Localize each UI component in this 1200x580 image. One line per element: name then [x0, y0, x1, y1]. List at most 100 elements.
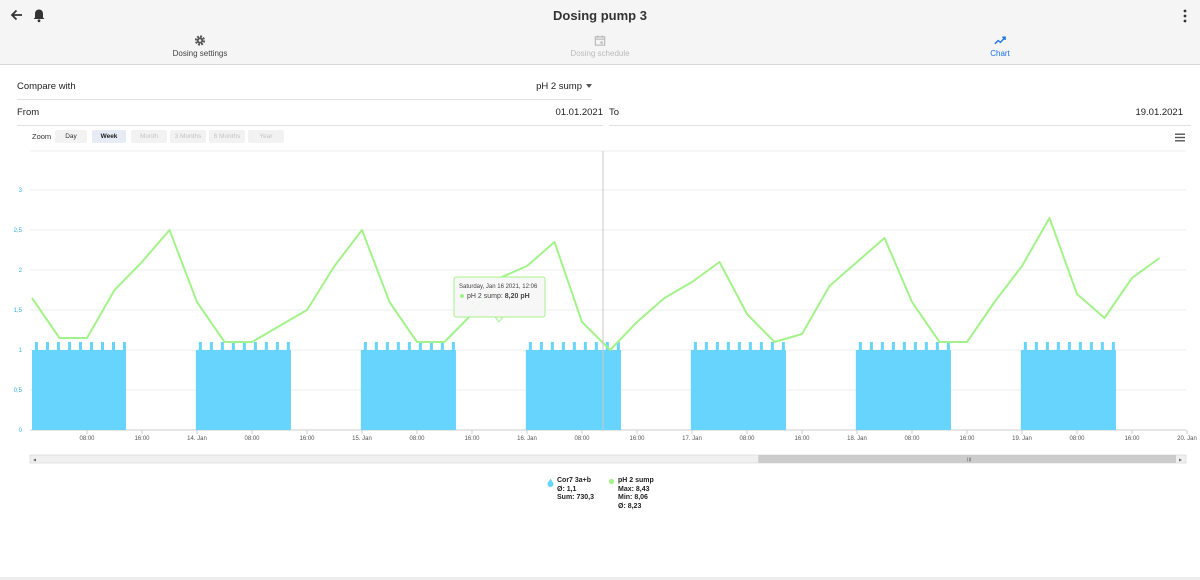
- x-tick-label: 16:00: [134, 436, 150, 442]
- bar-spike: [902, 342, 906, 351]
- drop-icon: [547, 478, 554, 487]
- bar-block: [855, 350, 951, 430]
- to-row[interactable]: To 19.01.2021: [609, 99, 1191, 126]
- scroll-left-icon[interactable]: ◂: [33, 458, 36, 464]
- x-tick-label: 16. Jan: [517, 436, 537, 442]
- x-tick-label: 17. Jan: [682, 436, 702, 442]
- bar-spike: [737, 342, 741, 351]
- bar-spike: [451, 342, 455, 351]
- bar-spike: [748, 342, 752, 351]
- x-tick-label: 16:00: [1124, 436, 1140, 442]
- bar-spike: [704, 342, 708, 351]
- zoom-day-button[interactable]: Day: [55, 130, 87, 143]
- x-tick-label: 08:00: [244, 436, 260, 442]
- from-date-field[interactable]: 01.01.2021: [555, 107, 603, 118]
- page-title: Dosing pump 3: [553, 8, 647, 23]
- compare-select[interactable]: pH 2 sump: [536, 81, 592, 92]
- bar-spike: [539, 342, 543, 351]
- tooltip-date: Saturday, Jan 16 2021, 12:06: [459, 284, 538, 290]
- bar-spike: [429, 342, 433, 351]
- bar-spike: [616, 342, 620, 351]
- zoom-week-button[interactable]: Week: [92, 130, 126, 143]
- x-tick-label: 08:00: [409, 436, 425, 442]
- bar-spike: [385, 342, 389, 351]
- legend-stat: Ø: 1,1: [557, 485, 577, 493]
- x-tick-label: 15. Jan: [352, 436, 372, 442]
- tooltip-row: pH 2 sump: 8,20 pH: [467, 293, 530, 300]
- bar-spike: [781, 342, 785, 351]
- bar-spike: [1111, 342, 1115, 351]
- zoom-3-months-button[interactable]: 3 Months: [170, 130, 206, 143]
- x-tick-label: 14. Jan: [187, 436, 207, 442]
- y-tick-label: 1: [19, 348, 23, 354]
- tab-chart[interactable]: Chart: [900, 34, 1100, 58]
- y-tick-label: 3: [19, 188, 23, 194]
- bar-spike: [759, 342, 763, 351]
- bar-spike: [528, 342, 532, 351]
- bar-spike: [594, 342, 598, 351]
- to-date-field[interactable]: 19.01.2021: [1135, 107, 1183, 118]
- bar-spike: [198, 342, 202, 351]
- bar-spike: [363, 342, 367, 351]
- bar-spike: [1056, 342, 1060, 351]
- bar-block: [690, 350, 786, 430]
- bar-spike: [35, 342, 38, 351]
- bar-spike: [123, 342, 126, 351]
- navigator-handle[interactable]: III: [967, 458, 972, 464]
- bar-spike: [101, 342, 104, 351]
- bar-spike: [1023, 342, 1027, 351]
- app-header: Dosing pump 3 Dosing settings Dosing sch…: [0, 0, 1200, 65]
- bar-block: [32, 350, 126, 430]
- zoom-year-button[interactable]: Year: [248, 130, 284, 143]
- compare-row: Compare with pH 2 sump: [17, 73, 592, 100]
- more-vertical-icon[interactable]: [1180, 8, 1190, 24]
- bar-spike: [1100, 342, 1104, 351]
- y-tick-label: 2,5: [14, 228, 23, 234]
- bar-spike: [583, 342, 587, 351]
- bar-spike: [396, 342, 400, 351]
- bar-spike: [90, 342, 93, 351]
- navigator-window[interactable]: [758, 455, 1176, 463]
- chart-menu-icon[interactable]: [1175, 133, 1185, 142]
- bar-spike: [418, 342, 422, 351]
- bar-spike: [46, 342, 49, 351]
- y-axis: 0 0,5 1 1,5 2 2,5 3: [14, 188, 23, 434]
- scroll-right-icon[interactable]: ▸: [1179, 458, 1182, 464]
- bar-spike: [550, 342, 554, 351]
- x-tick-label: 08:00: [1069, 436, 1085, 442]
- range-navigator[interactable]: III ◂ ▸: [29, 454, 1187, 464]
- back-arrow-icon[interactable]: [8, 6, 26, 24]
- zoom-6-months-button[interactable]: 6 Months: [209, 130, 245, 143]
- bar-spike: [79, 342, 82, 351]
- bar-spike: [220, 342, 224, 351]
- bar-spike: [572, 342, 576, 351]
- bar-spike: [209, 342, 213, 351]
- tab-dosing-schedule[interactable]: Dosing schedule: [500, 34, 700, 58]
- x-tick-label: 08:00: [79, 436, 95, 442]
- bar-spike: [935, 342, 939, 351]
- x-tick-label: 16:00: [794, 436, 810, 442]
- y-tick-label: 1,5: [14, 308, 23, 314]
- bar-spike: [231, 342, 235, 351]
- bar-spike: [275, 342, 279, 351]
- y-tick-label: 0,5: [14, 388, 23, 394]
- bar-series-cor7: [32, 342, 1116, 430]
- tooltip-marker: [460, 294, 464, 298]
- legend-stat: Sum: 730,3: [557, 494, 594, 501]
- x-tick-label: 16:00: [959, 436, 975, 442]
- bar-spike: [891, 342, 895, 351]
- bar-spike: [693, 342, 697, 351]
- bell-icon[interactable]: [32, 8, 46, 23]
- x-tick-label: 16:00: [299, 436, 315, 442]
- zoom-month-button[interactable]: Month: [131, 130, 167, 143]
- from-row[interactable]: From 01.01.2021: [17, 99, 603, 126]
- bar-spike: [880, 342, 884, 351]
- bar-spike: [374, 342, 378, 351]
- y-tick-label: 2: [19, 268, 23, 274]
- tooltip-series: pH 2 sump: [467, 293, 501, 300]
- x-tick-label: 18. Jan: [847, 436, 867, 442]
- bar-spike: [1089, 342, 1093, 351]
- tab-dosing-settings[interactable]: Dosing settings: [100, 34, 300, 58]
- bar-spike: [561, 342, 565, 351]
- legend-name: Cor7 3a+b: [557, 477, 592, 484]
